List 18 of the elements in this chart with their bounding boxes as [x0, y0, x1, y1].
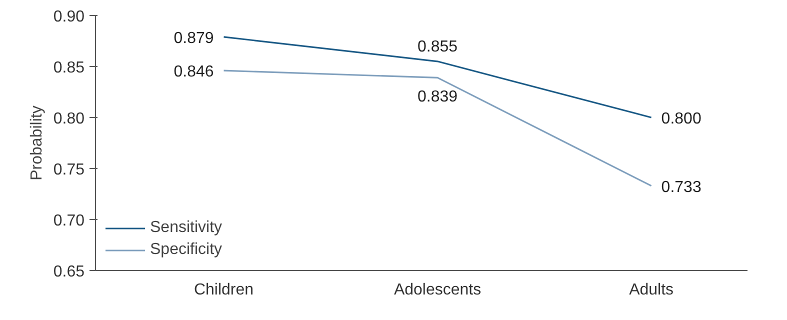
data-label: 0.839	[418, 88, 458, 106]
y-tick-label: 0.80	[53, 110, 85, 128]
data-label: 0.879	[174, 30, 214, 47]
y-tick-label: 0.90	[53, 8, 85, 26]
y-axis-title: Probability	[28, 106, 46, 180]
y-tick-label: 0.65	[53, 264, 85, 280]
data-label: 0.846	[174, 64, 214, 81]
data-label: 0.800	[661, 110, 702, 128]
legend-label: Sensitivity	[150, 219, 222, 237]
x-tick-label: Children	[194, 282, 254, 298]
y-tick-label: 0.75	[53, 162, 85, 178]
y-tick-label: 0.85	[53, 60, 85, 76]
x-tick-label: Adults	[629, 282, 674, 298]
data-label: 0.733	[661, 178, 702, 196]
legend-label: Specificity	[150, 241, 222, 259]
x-tick-label: Adolescents	[394, 282, 482, 298]
y-tick-label: 0.70	[53, 212, 85, 230]
data-label: 0.855	[418, 38, 458, 56]
